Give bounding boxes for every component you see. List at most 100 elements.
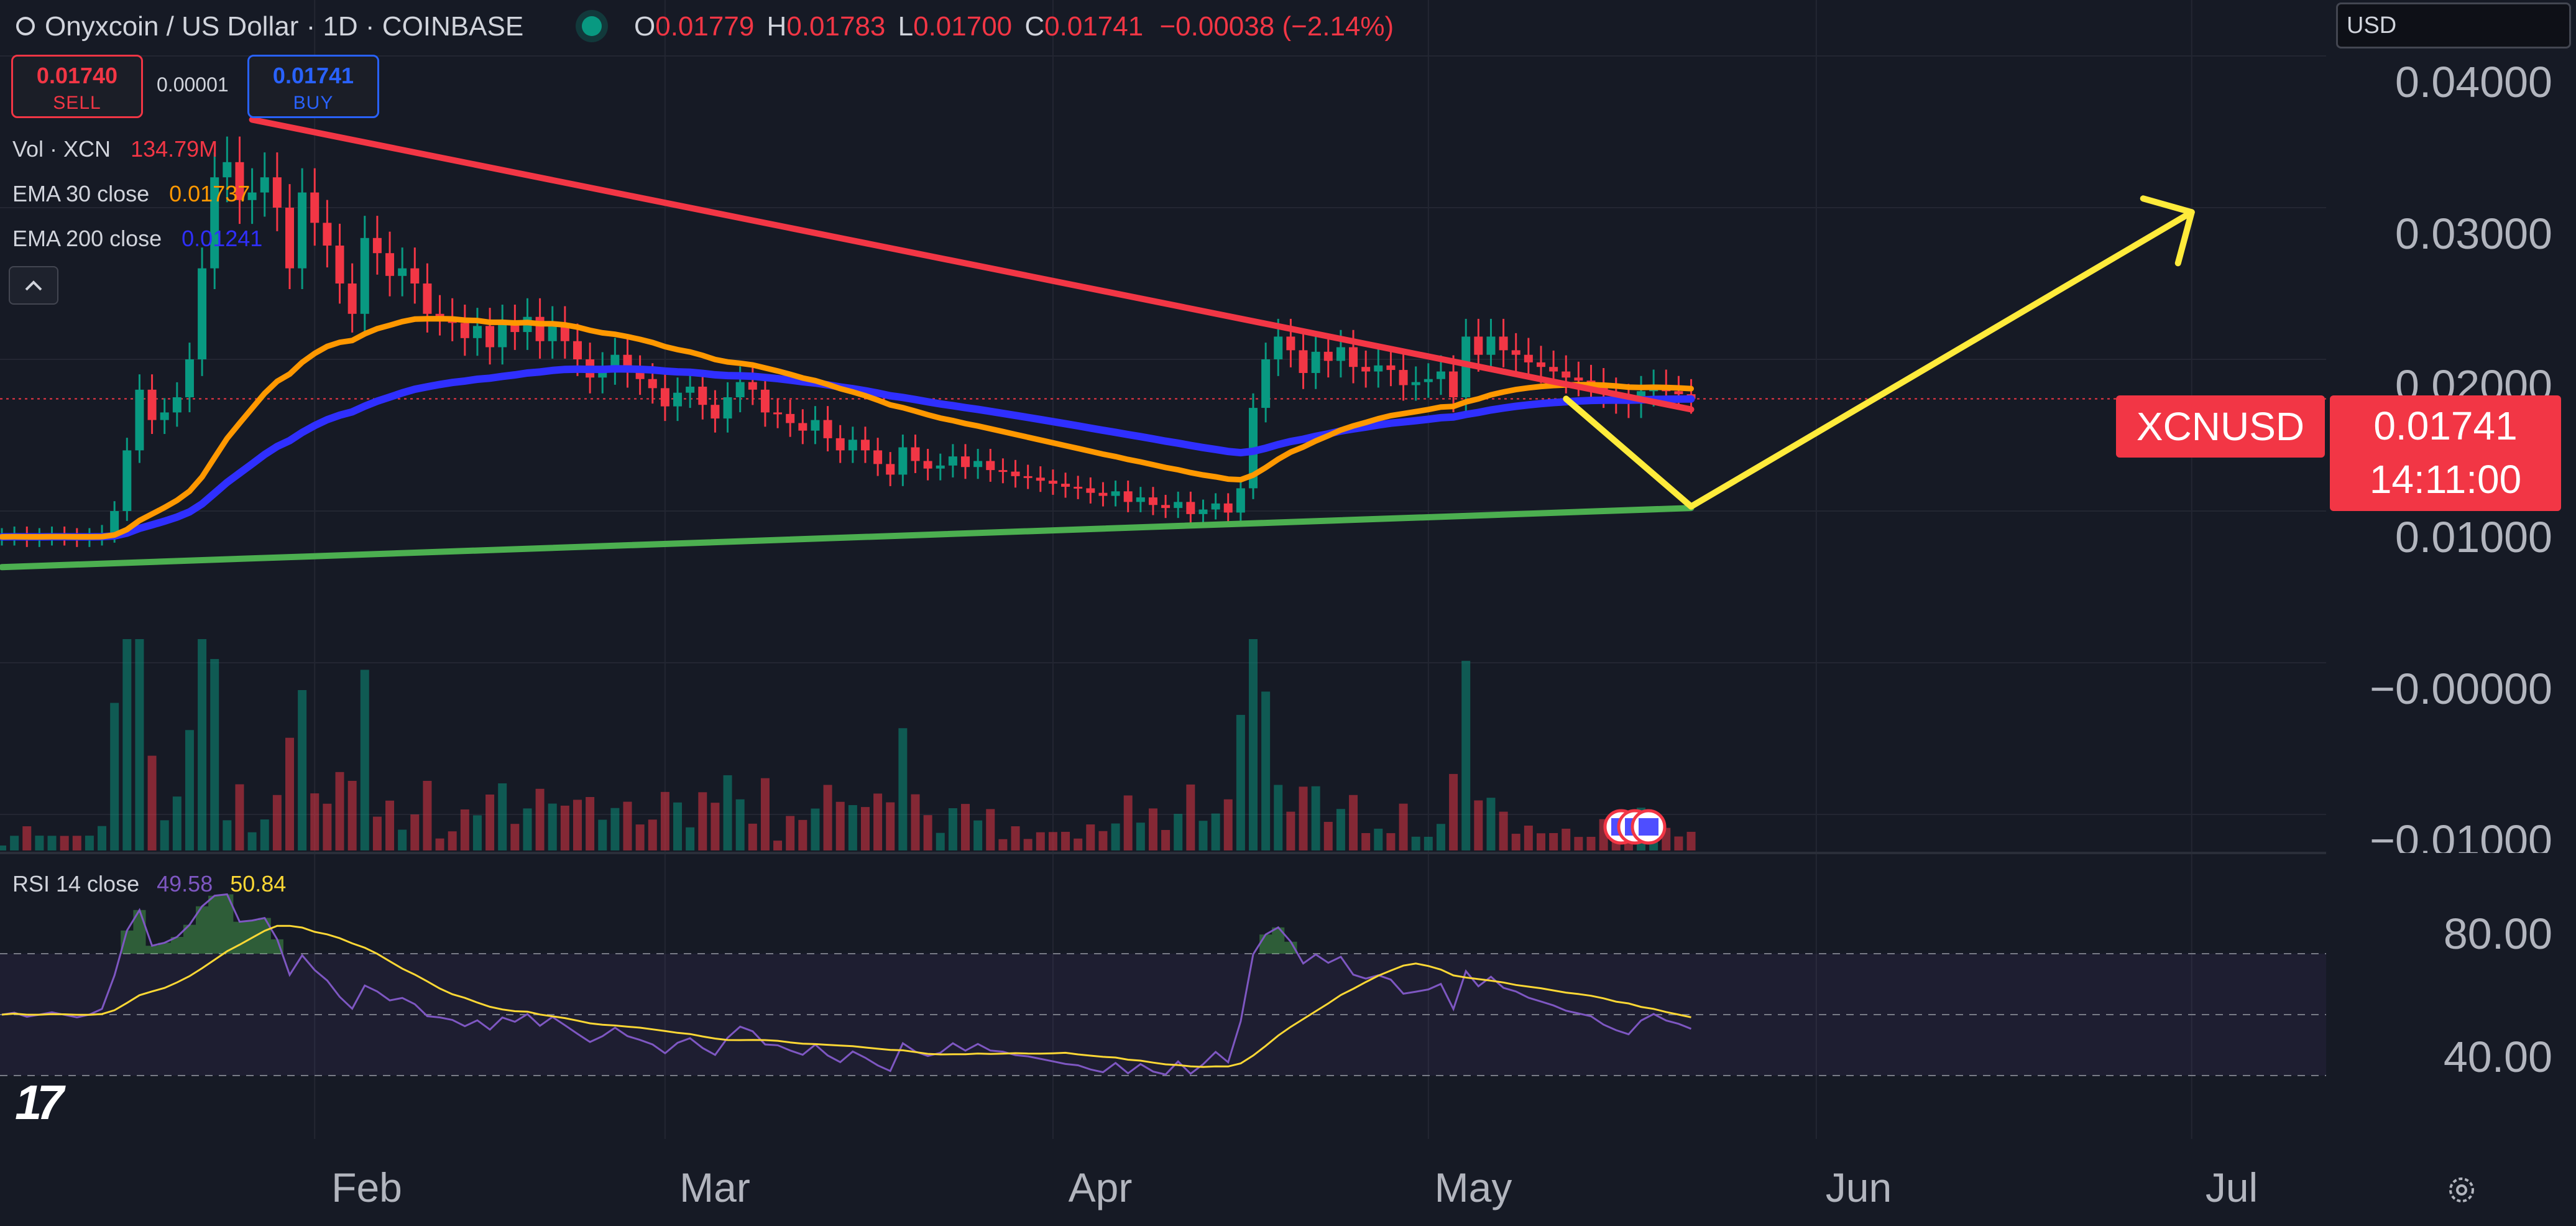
currency-value: USD <box>2347 12 2397 39</box>
candle <box>1011 471 1020 476</box>
volume-bar <box>773 841 783 850</box>
time-tick-label[interactable]: Jul <box>2205 1164 2258 1210</box>
volume-bar <box>1674 836 1683 850</box>
volume-bar <box>760 778 770 850</box>
price-tick-label[interactable]: 0.04000 <box>2394 58 2552 106</box>
candle <box>848 440 857 451</box>
price-tick-label[interactable]: −0.01000 <box>2370 816 2552 853</box>
candle <box>648 379 657 389</box>
symbol-badge[interactable]: XCNUSD <box>2116 395 2325 458</box>
rsi-line <box>1 893 1692 1076</box>
volume-bar <box>1186 784 1195 850</box>
volume-bar <box>260 819 269 850</box>
candle <box>498 323 507 348</box>
candle <box>147 389 157 420</box>
candle <box>735 382 745 397</box>
rsi-value: 49.58 <box>157 871 213 896</box>
price-tick-label[interactable]: −0.00000 <box>2370 665 2552 713</box>
volume-bar <box>598 819 607 850</box>
candle <box>1161 505 1171 509</box>
candle <box>110 511 119 534</box>
time-tick-label[interactable]: Apr <box>1068 1164 1133 1210</box>
price-badge[interactable]: 0.01741 14:11:00 <box>2330 395 2561 511</box>
volume-bar <box>223 820 232 850</box>
volume-bar <box>961 804 970 850</box>
projection-trendline <box>1563 209 2195 510</box>
volume-bar <box>1136 823 1145 850</box>
volume-bar <box>948 808 957 850</box>
volume-bar <box>1111 823 1120 850</box>
candle <box>1061 484 1070 487</box>
candle <box>1048 481 1057 484</box>
volume-bar <box>1424 836 1433 850</box>
volume-bar <box>911 794 920 850</box>
trendlines <box>0 116 2195 571</box>
volume-bar <box>347 781 357 850</box>
candle <box>410 268 420 283</box>
candle <box>1023 476 1033 478</box>
open-value: 0.01779 <box>655 11 755 42</box>
volume-bar <box>1286 811 1295 850</box>
candle <box>1536 362 1545 367</box>
rsi-legend[interactable]: RSI 14 close 49.58 50.84 <box>12 867 286 901</box>
candle <box>298 192 307 269</box>
time-tick-label[interactable]: May <box>1434 1164 1512 1210</box>
time-tick-label[interactable]: Jun <box>1825 1164 1892 1210</box>
candle <box>1499 336 1508 351</box>
volume-bar <box>1249 639 1258 850</box>
candle <box>323 223 332 246</box>
candle <box>1036 477 1045 481</box>
candle <box>923 461 932 469</box>
price-tick-label[interactable]: 0.03000 <box>2394 210 2552 258</box>
volume-bar <box>1198 821 1208 850</box>
last-price: 0.01741 <box>2373 403 2518 448</box>
candle <box>272 177 282 208</box>
volume-bar <box>1361 833 1371 850</box>
spread-value: 0.00001 <box>157 73 229 96</box>
legend-ema200[interactable]: EMA 200 close 0.01241 <box>12 221 262 256</box>
candle <box>1511 350 1520 355</box>
tradingview-logo-icon[interactable]: 17 <box>15 1075 64 1130</box>
candle <box>1549 367 1558 372</box>
candle <box>898 447 908 475</box>
market-status-dot[interactable] <box>582 16 602 36</box>
ema30-line <box>0 316 1694 540</box>
volume-bar <box>1486 798 1496 850</box>
candle <box>986 461 995 471</box>
rsi-tick-label[interactable]: 40.00 <box>2443 1033 2552 1081</box>
currency-select[interactable]: USD <box>2336 2 2571 48</box>
collapse-chevron-icon <box>25 280 42 291</box>
volume-bar <box>210 659 219 850</box>
volume-bar <box>85 836 94 850</box>
candle <box>860 440 870 451</box>
change-value: −0.00038 (−2.14%) <box>1159 11 1394 42</box>
candle <box>748 382 757 390</box>
settings-icon[interactable] <box>2443 1171 2480 1209</box>
volume-bar <box>1536 833 1545 850</box>
volume-bar <box>1449 773 1458 850</box>
volume-bar <box>1223 799 1233 850</box>
collapse-legend-button[interactable] <box>9 266 58 305</box>
candle <box>1311 351 1320 373</box>
price-tick-label[interactable]: 0.01000 <box>2394 513 2552 561</box>
sell-button[interactable]: 0.01740 SELL <box>11 55 143 118</box>
legend-ema30[interactable]: EMA 30 close 0.01737 <box>12 177 250 211</box>
candle <box>1411 382 1420 385</box>
buy-button[interactable]: 0.01741 BUY <box>247 55 379 118</box>
volume-bar <box>898 728 908 850</box>
rsi-tick-label[interactable]: 80.00 <box>2443 910 2552 958</box>
volume-bar <box>98 826 107 850</box>
volume-bar <box>35 836 44 850</box>
time-tick-label[interactable]: Mar <box>679 1164 750 1210</box>
symbol-title[interactable]: Onyxcoin / US Dollar · 1D · COINBASE <box>16 9 523 45</box>
time-tick-label[interactable]: Feb <box>331 1164 402 1210</box>
legend-volume[interactable]: Vol · XCN 134.79M <box>12 132 218 167</box>
candle <box>973 461 983 468</box>
candle <box>310 192 320 223</box>
candle <box>1349 347 1358 367</box>
volume-bar <box>372 816 382 850</box>
volume-bar <box>1274 785 1283 850</box>
sell-label: SELL <box>53 93 101 113</box>
